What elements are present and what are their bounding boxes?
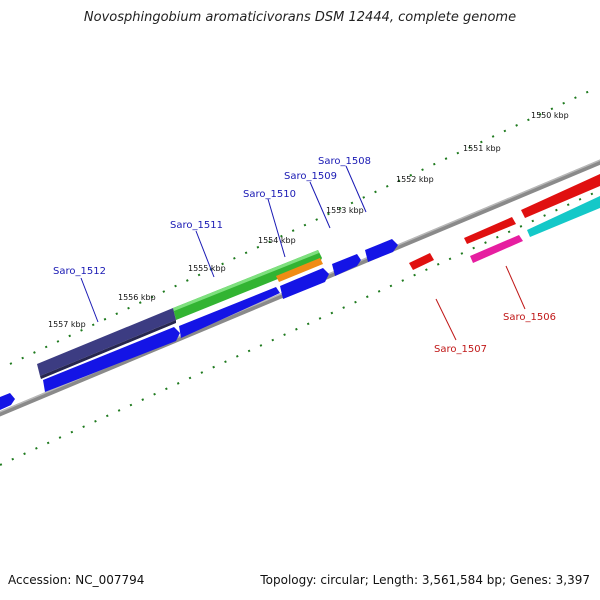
gene-label-saro-1506[interactable]: Saro_1506 [503, 312, 556, 323]
minus-strand-genes [409, 174, 600, 270]
genome-summary-text: Topology: circular; Length: 3,561,584 bp… [260, 573, 590, 587]
gene-saro-1511[interactable] [173, 250, 322, 320]
inner-tick-track [0, 191, 597, 466]
map-title: Novosphingobium aromaticivorans DSM 1244… [83, 10, 517, 25]
gene-fragment-left[interactable] [0, 393, 15, 410]
gene-label-saro-1512[interactable]: Saro_1512 [53, 266, 106, 277]
gene-red-3[interactable] [521, 174, 600, 218]
gene-label-saro-1510[interactable]: Saro_1510 [243, 189, 296, 200]
kbp-label-1555: 1555 kbp [188, 264, 226, 273]
gene-saro-1507[interactable] [409, 253, 434, 270]
gene-red-2[interactable] [464, 217, 516, 244]
gene-saro-1510[interactable] [280, 268, 329, 299]
kbp-label-1551: 1551 kbp [463, 144, 501, 153]
gene-saro-1512[interactable] [37, 308, 176, 376]
gene-label-saro-1508[interactable]: Saro_1508 [318, 156, 371, 167]
kbp-label-1554: 1554 kbp [258, 236, 296, 245]
gene-saro-1511-highlight [173, 250, 319, 311]
gene-label-saro-1507[interactable]: Saro_1507 [434, 344, 487, 355]
gene-saro-1506[interactable] [470, 235, 523, 263]
kbp-label-1552: 1552 kbp [396, 175, 434, 184]
gene-label-saro-1509[interactable]: Saro_1509 [284, 171, 337, 182]
gene-saro-1512-blue[interactable] [43, 327, 180, 392]
gene-label-saro-1511[interactable]: Saro_1511 [170, 220, 223, 231]
kbp-label-1556: 1556 kbp [118, 293, 156, 302]
kbp-label-1550: 1550 kbp [531, 111, 569, 120]
kbp-label-1557: 1557 kbp [48, 320, 86, 329]
gene-saro-1512-shade [40, 320, 176, 379]
gene-saro-1510-orange[interactable] [276, 258, 323, 282]
plus-strand-genes [0, 239, 398, 410]
gene-saro-1508[interactable] [365, 239, 398, 262]
kbp-label-1553: 1553 kbp [326, 206, 364, 215]
gene-blue-2[interactable] [179, 287, 280, 338]
accession-text: Accession: NC_007794 [8, 573, 145, 587]
gene-cyan[interactable] [527, 196, 600, 237]
label-leaders [80, 165, 526, 341]
gene-saro-1509[interactable] [332, 254, 361, 276]
